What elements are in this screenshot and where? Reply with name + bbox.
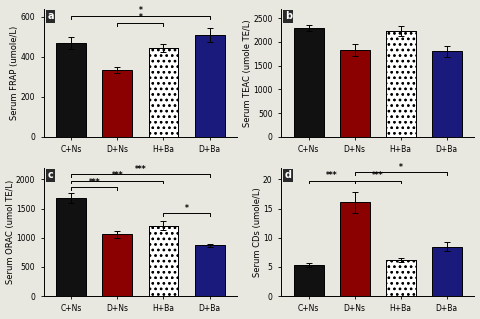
Text: d: d: [285, 170, 292, 181]
Bar: [432, 51, 462, 137]
Bar: [340, 202, 370, 296]
Bar: [148, 226, 179, 296]
Text: *: *: [185, 204, 189, 213]
Y-axis label: Serum CDs (umole/L): Serum CDs (umole/L): [252, 187, 262, 277]
Text: ***: ***: [134, 165, 146, 174]
Bar: [194, 35, 225, 137]
Bar: [386, 31, 416, 137]
Text: *: *: [399, 163, 403, 172]
Bar: [102, 70, 132, 137]
Bar: [294, 28, 324, 137]
Text: *: *: [139, 6, 143, 15]
Y-axis label: Serum ORAC (umol TE/L): Serum ORAC (umol TE/L): [6, 180, 14, 284]
Y-axis label: Serum FRAP (umole/L): Serum FRAP (umole/L): [10, 26, 19, 120]
Bar: [340, 50, 370, 137]
Bar: [386, 31, 416, 137]
Bar: [56, 43, 86, 137]
Bar: [386, 260, 416, 296]
Bar: [148, 48, 179, 137]
Bar: [386, 260, 416, 296]
Bar: [56, 198, 86, 296]
Bar: [432, 247, 462, 296]
Y-axis label: Serum TEAC (umole TE/L): Serum TEAC (umole TE/L): [243, 19, 252, 127]
Text: ***: ***: [326, 171, 337, 180]
Bar: [294, 265, 324, 296]
Text: a: a: [48, 11, 54, 21]
Bar: [194, 245, 225, 296]
Text: b: b: [285, 11, 292, 21]
Text: ***: ***: [88, 178, 100, 187]
Text: ***: ***: [111, 171, 123, 180]
Text: *: *: [139, 13, 143, 22]
Text: c: c: [48, 170, 53, 181]
Bar: [102, 234, 132, 296]
Bar: [148, 226, 179, 296]
Bar: [148, 48, 179, 137]
Text: ***: ***: [372, 171, 384, 180]
